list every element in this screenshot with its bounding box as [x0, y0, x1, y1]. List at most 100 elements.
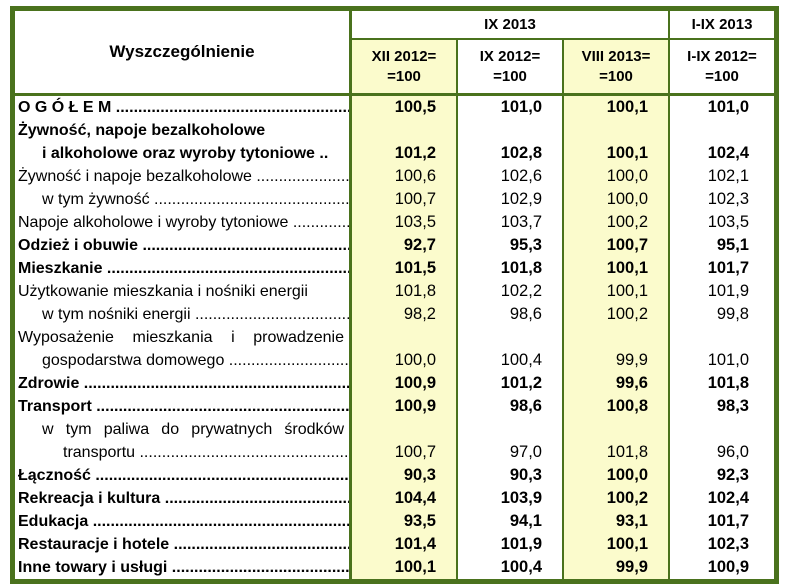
value-cell: 101,0: [670, 96, 774, 119]
row-label: Restauracje i hotele ...................…: [15, 533, 352, 556]
index-value: 90,3: [403, 466, 436, 484]
row-label-line: Inne towary i usługi ...................…: [18, 559, 350, 576]
row-label-line: Rekreacja i kultura ....................…: [18, 490, 352, 507]
value-cell: 102,4: [670, 119, 774, 165]
index-value: 101,0: [707, 98, 749, 116]
row-label-line: w tym nośniki energii ..................…: [42, 306, 351, 323]
row-label-line: Zdrowie ................................…: [18, 375, 352, 392]
value-cell: 100,5: [352, 96, 458, 119]
value-cell: 100,1: [564, 119, 670, 165]
index-value: 102,1: [707, 167, 749, 185]
subheader-viii-2013: VIII 2013= =100: [564, 40, 670, 93]
value-cell: 100,9: [352, 372, 458, 395]
index-value: 98,2: [403, 305, 436, 323]
index-value: 100,0: [606, 466, 648, 484]
index-value: 93,1: [615, 512, 648, 530]
index-value: 102,4: [707, 489, 749, 507]
index-value: 102,6: [500, 167, 542, 185]
value-cell: 99,8: [670, 303, 774, 326]
index-value: 101,9: [707, 282, 749, 300]
value-cell: 93,1: [564, 510, 670, 533]
subheader-line: =100: [705, 67, 739, 85]
index-value: 99,9: [615, 351, 648, 369]
index-value: 100,4: [500, 351, 542, 369]
value-cell: 103,5: [670, 211, 774, 234]
value-cell: 90,3: [458, 464, 564, 487]
index-value: 97,0: [509, 443, 542, 461]
index-value: 92,7: [403, 236, 436, 254]
row-label-line: Transport ..............................…: [18, 398, 352, 415]
row-label-line: gospodarstwa domowego ..................…: [42, 352, 349, 369]
index-value: 100,1: [606, 282, 648, 300]
value-cell: 98,2: [352, 303, 458, 326]
table-row: Odzież i obuwie ........................…: [15, 234, 774, 257]
index-value: 100,1: [606, 144, 648, 162]
value-cell: 100,9: [670, 556, 774, 579]
index-value: 95,3: [509, 236, 542, 254]
index-value: 100,7: [394, 443, 436, 461]
index-value: 101,0: [500, 98, 542, 116]
value-cell: 101,2: [458, 372, 564, 395]
value-cell: 102,1: [670, 165, 774, 188]
index-value: 100,9: [707, 558, 749, 576]
value-cell: 100,2: [564, 487, 670, 510]
row-label: Wyposażenie mieszkania i prowadzenie gosp…: [15, 326, 352, 372]
index-value: 101,4: [394, 535, 436, 553]
table-header: Wyszczególnienie IX 2013 I-IX 2013 XII 2…: [15, 11, 774, 96]
index-value: 93,5: [403, 512, 436, 530]
index-value: 102,9: [500, 190, 542, 208]
value-cell: 103,9: [458, 487, 564, 510]
index-value: 101,9: [500, 535, 542, 553]
row-label-line: w tym paliwa do prywatnych środków: [42, 421, 344, 438]
subheader-line: =100: [387, 67, 421, 85]
row-label-line: Żywność i napoje bezalkoholowe .........…: [18, 168, 352, 185]
index-value: 101,8: [707, 374, 749, 392]
index-value: 92,3: [716, 466, 749, 484]
index-value: 100,0: [394, 351, 436, 369]
index-value: 98,6: [509, 305, 542, 323]
subheader-line: =100: [599, 67, 633, 85]
value-cell: 100,0: [564, 464, 670, 487]
value-cell: 100,7: [352, 418, 458, 464]
subheader-line: IX 2012=: [479, 47, 541, 65]
index-value: 98,3: [716, 397, 749, 415]
index-value: 103,5: [707, 213, 749, 231]
value-cell: 100,1: [564, 533, 670, 556]
value-cell: 100,0: [564, 188, 670, 211]
row-label: Odzież i obuwie ........................…: [15, 234, 352, 257]
table-row: w tym żywność ..........................…: [15, 188, 774, 211]
row-label: Inne towary i usługi ...................…: [15, 556, 352, 579]
row-label-line: Żywność, napoje bezalkoholowe: [18, 122, 266, 139]
index-value: 100,2: [606, 305, 648, 323]
table-row: w tym paliwa do prywatnych środków transp…: [15, 418, 774, 464]
value-cell: 100,4: [458, 326, 564, 372]
row-label-line: Napoje alkoholowe i wyroby tytoniowe ...…: [18, 214, 352, 231]
row-label: Mieszkanie .............................…: [15, 257, 352, 280]
value-cell: 100,4: [458, 556, 564, 579]
value-cell: 102,3: [670, 188, 774, 211]
index-value: 100,8: [606, 397, 648, 415]
row-label: Użytkowanie mieszkania i nośniki energii: [15, 280, 352, 303]
value-cell: 90,3: [352, 464, 458, 487]
subheader-xii-2012: XII 2012= =100: [352, 40, 458, 93]
value-cell: 101,8: [458, 257, 564, 280]
table-row: Restauracje i hotele ...................…: [15, 533, 774, 556]
price-index-table: Wyszczególnienie IX 2013 I-IX 2013 XII 2…: [10, 6, 779, 584]
row-label-line: Edukacja ...............................…: [18, 513, 352, 530]
value-cell: 101,9: [458, 533, 564, 556]
index-value: 98,6: [509, 397, 542, 415]
value-cell: 95,3: [458, 234, 564, 257]
value-cell: 100,6: [352, 165, 458, 188]
value-cell: 98,3: [670, 395, 774, 418]
value-cell: 101,2: [352, 119, 458, 165]
row-label: w tym paliwa do prywatnych środków transp…: [15, 418, 352, 464]
value-cell: 100,7: [352, 188, 458, 211]
value-cell: 100,2: [564, 303, 670, 326]
table-row: Inne towary i usługi ...................…: [15, 556, 774, 579]
index-value: 103,7: [500, 213, 542, 231]
value-cell: 101,8: [352, 280, 458, 303]
table-row: Wyposażenie mieszkania i prowadzenie gosp…: [15, 326, 774, 372]
index-value: 101,7: [707, 259, 749, 277]
value-cell: 92,7: [352, 234, 458, 257]
index-value: 101,7: [707, 512, 749, 530]
